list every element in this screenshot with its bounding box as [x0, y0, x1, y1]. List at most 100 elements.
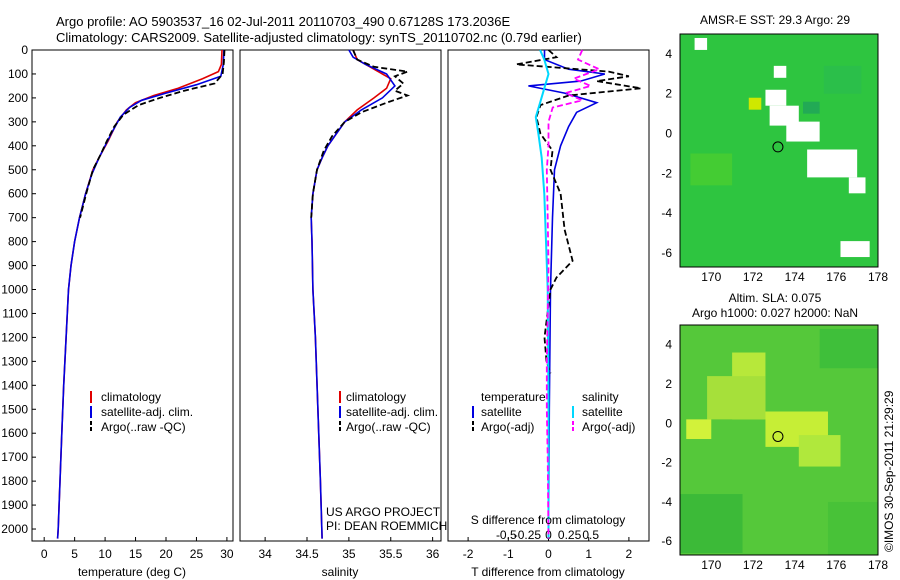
x-tick-label: 25: [190, 547, 204, 561]
depth-tick-label: 1000: [1, 283, 28, 297]
depth-tick-label: 1300: [1, 354, 28, 368]
salinity-tick-labels: 34 34.5 35 35.5 36: [258, 537, 440, 561]
heatmap-cell: [748, 97, 762, 110]
lat-tick-label: -2: [661, 166, 672, 180]
x-tick-label: 35: [342, 547, 356, 561]
heatmap-cell: [680, 494, 743, 554]
sla-map-title-2: Argo h1000: 0.027 h2000: NaN: [692, 306, 858, 320]
lat-tick-label: -4: [661, 495, 672, 509]
x-tick-label: 5: [71, 547, 78, 561]
difference-legend: temperature satellite Argo(-adj) salinit…: [472, 390, 635, 434]
legend-label-argo: Argo(..raw -QC): [346, 420, 431, 434]
lon-tick-label: 176: [826, 270, 846, 284]
sla-map-title-1: Altim. SLA: 0.075: [729, 291, 822, 305]
lat-tick-label: -6: [661, 534, 672, 548]
heatmap-cell: [686, 419, 712, 440]
difference-series: [516, 49, 642, 539]
salinity-legend: climatology satellite-adj. clim. Argo(..…: [339, 390, 438, 434]
depth-tick-label: 1100: [2, 306, 28, 320]
legend-label-climatology: climatology: [346, 390, 406, 404]
legend-label-t-argo: Argo(-adj): [481, 420, 534, 434]
depth-tick-label: 1900: [1, 498, 28, 512]
x-tick-label: 20: [159, 547, 173, 561]
project-annotation: US ARGO PROJECT: [326, 505, 441, 519]
depth-tick-label: 1500: [1, 402, 28, 416]
lat-tick-label: 0: [665, 416, 672, 430]
x-tick-label: 34.5: [295, 547, 319, 561]
sla-heatmap-cells: [680, 328, 878, 555]
sst-map-panel: AMSR-E SST: 29.3 Argo: 29 170 172 174 176 17…: [661, 13, 888, 284]
sst-lat-tick-labels: -6 -4 -2 0 2 4: [661, 47, 672, 260]
x-tick-label: 34: [258, 547, 272, 561]
series-argo-raw-qc-: [310, 49, 411, 218]
legend-label-satellite: satellite-adj. clim.: [101, 405, 193, 419]
s-tick-label: -0.5: [496, 528, 517, 542]
x-tick-label: 10: [98, 547, 112, 561]
figure-title-line2: Climatology: CARS2009. Satellite-adjuste…: [56, 30, 582, 45]
s-difference-tick-labels: -0.5-0.25 0 0.25 0.5: [496, 528, 599, 542]
legend-label-s-satellite: satellite: [582, 405, 623, 419]
heatmap-cell: [707, 376, 766, 420]
lon-tick-label: 174: [785, 270, 805, 284]
salinity-xlabel: salinity: [322, 565, 359, 579]
depth-tick-label: 800: [8, 235, 28, 249]
legend-label-satellite: satellite-adj. clim.: [346, 405, 438, 419]
depth-tick-label: 300: [8, 115, 28, 129]
heatmap-cell: [798, 435, 841, 467]
figure-title-line1: Argo profile: AO 5903537_16 02-Jul-2011 …: [56, 14, 510, 29]
t-difference-label: T difference from climatology: [471, 565, 625, 579]
lon-tick-label: 172: [743, 558, 763, 572]
heatmap-cell: [827, 501, 878, 555]
credit-label: ©IMOS 30-Sep-2011 21:29:29: [882, 390, 896, 552]
x-tick-label: 15: [129, 547, 143, 561]
sst-heatmap-cells: [690, 37, 870, 258]
heatmap-cell: [802, 101, 820, 114]
sla-map-frame: [679, 324, 879, 556]
heatmap-cell: [773, 65, 787, 78]
sst-map-title: AMSR-E SST: 29.3 Argo: 29: [700, 13, 850, 27]
depth-tick-label: 2000: [1, 522, 28, 536]
series-t-satellite: [528, 50, 606, 539]
series-s-satellite: [534, 49, 550, 539]
sst-argo-marker: [772, 141, 784, 153]
series-climatology: [310, 49, 392, 539]
heatmap-cell: [807, 149, 858, 178]
heatmap-cell: [690, 153, 733, 186]
heatmap-cell: [786, 121, 820, 142]
heatmap-cell: [694, 37, 708, 50]
lat-tick-label: 2: [665, 377, 672, 391]
x-tick-label: 0: [41, 547, 48, 561]
depth-tick-label: 600: [8, 187, 28, 201]
lat-tick-label: -2: [661, 456, 672, 470]
lat-tick-label: -4: [661, 206, 672, 220]
sla-lat-tick-labels: -6 -4 -2 0 2 4: [661, 338, 672, 549]
series-satellite-adj-clim-: [56, 49, 225, 539]
lon-tick-label: 174: [785, 558, 805, 572]
s-tick-label: 0.5: [582, 528, 599, 542]
heatmap-cell: [769, 105, 799, 126]
lat-tick-label: 4: [665, 338, 672, 352]
legend-head-temperature: temperature: [481, 390, 546, 404]
depth-tick-label: 1700: [1, 450, 28, 464]
sla-argo-marker: [772, 430, 784, 442]
x-tick-label: -2: [463, 547, 474, 561]
sst-lon-tick-labels: 170 172 174 176 178: [701, 270, 888, 284]
x-tick-label: 36: [426, 547, 440, 561]
heatmap-cell: [840, 241, 870, 258]
legend-label-s-argo: Argo(-adj): [582, 420, 635, 434]
depth-tick-label: 900: [8, 259, 28, 273]
lon-tick-label: 176: [826, 558, 846, 572]
series-satellite-adj-clim-: [310, 49, 396, 539]
temperature-panel: 0100200300400500600700800900100011001200…: [1, 43, 234, 579]
heatmap-cell: [848, 177, 866, 194]
s-difference-label: S difference from climatology: [471, 513, 626, 527]
legend-label-argo: Argo(..raw -QC): [101, 420, 186, 434]
temperature-tick-labels: 0 5 10 15 20 25 30: [41, 537, 234, 561]
lat-tick-label: 0: [665, 127, 672, 141]
legend-head-salinity: salinity: [582, 390, 619, 404]
lon-tick-label: 178: [868, 558, 888, 572]
sla-map-panel: Altim. SLA: 0.075 Argo h1000: 0.027 h200…: [661, 291, 888, 572]
lat-tick-label: -6: [661, 246, 672, 260]
lat-tick-label: 2: [665, 87, 672, 101]
